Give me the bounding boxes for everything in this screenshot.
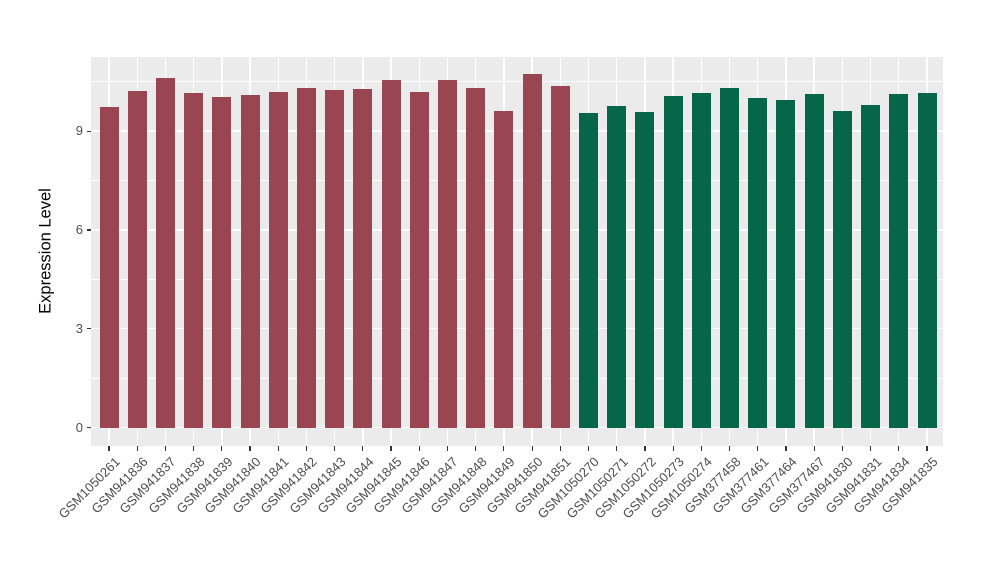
bar-GSM941850 (522, 74, 542, 428)
y-tick-label: 6 (75, 221, 83, 237)
y-gridline-major (91, 130, 943, 132)
x-tick-mark (728, 446, 731, 451)
bar-GSM941831 (861, 104, 881, 428)
bar-GSM1050272 (635, 112, 655, 428)
x-tick-mark (841, 446, 843, 451)
x-tick-mark (164, 446, 166, 451)
bar-GSM941836 (127, 90, 147, 428)
y-axis-title: Expression Level (36, 188, 55, 314)
y-gridline-minor (91, 180, 943, 181)
x-tick-mark (757, 446, 759, 451)
x-tick-mark (277, 446, 279, 451)
bar-GSM377461 (748, 97, 768, 428)
bar-GSM377458 (720, 88, 740, 428)
bar-GSM941841 (268, 91, 288, 428)
x-tick-mark (559, 446, 561, 451)
x-tick-mark (672, 446, 674, 451)
bar-GSM941846 (409, 91, 429, 428)
x-tick-mark (785, 446, 787, 451)
bar-GSM941834 (889, 94, 909, 428)
x-tick-mark (249, 446, 251, 451)
bar-GSM941830 (832, 110, 852, 428)
bar-GSM1050261 (99, 106, 119, 428)
bar-GSM941849 (494, 111, 514, 428)
bar-GSM941845 (381, 80, 401, 428)
x-tick-mark (362, 446, 364, 451)
x-tick-mark (390, 446, 392, 451)
bar-GSM1050274 (691, 93, 711, 428)
x-tick-mark (418, 446, 420, 451)
y-tick-label: 9 (75, 123, 83, 139)
y-gridline-major (91, 229, 943, 231)
x-tick-mark (616, 446, 618, 451)
x-tick-mark (446, 446, 449, 451)
y-tick-mark (86, 426, 91, 429)
y-tick-mark (86, 328, 91, 330)
bar-GSM941835 (917, 93, 937, 428)
bar-GSM1050271 (607, 106, 627, 428)
bar-GSM941840 (240, 94, 260, 428)
bar-GSM941839 (212, 96, 232, 428)
bar-GSM941847 (437, 79, 457, 428)
x-tick-mark (305, 446, 308, 451)
x-tick-mark (926, 446, 928, 451)
x-tick-mark (334, 446, 336, 451)
bar-GSM1050270 (579, 112, 599, 428)
bar-GSM1050273 (663, 95, 683, 428)
bar-GSM377467 (804, 93, 824, 428)
x-tick-mark (869, 446, 872, 451)
bar-GSM941844 (353, 88, 373, 428)
bar-GSM941837 (155, 77, 175, 428)
x-tick-mark (531, 446, 533, 451)
bar-GSM941838 (184, 92, 204, 428)
x-tick-mark (475, 446, 477, 451)
x-tick-mark (813, 446, 815, 451)
y-tick-mark (86, 130, 91, 132)
y-tick-mark (86, 229, 91, 231)
x-tick-mark (587, 446, 590, 451)
x-tick-mark (700, 446, 702, 451)
x-tick-mark (136, 446, 138, 451)
y-gridline-minor (91, 81, 943, 83)
y-gridline-major (91, 426, 943, 429)
x-tick-mark (221, 446, 223, 451)
bar-GSM377464 (776, 100, 796, 428)
bar-GSM941848 (466, 87, 486, 428)
bar-GSM941843 (325, 89, 345, 428)
x-tick-mark (898, 446, 900, 451)
plot-panel (91, 57, 943, 446)
y-gridline-minor (91, 377, 943, 379)
bar-GSM941851 (550, 85, 570, 428)
x-tick-mark (108, 446, 110, 451)
y-tick-label: 0 (75, 419, 83, 435)
bar-GSM941842 (296, 88, 316, 428)
y-gridline-major (91, 327, 943, 330)
x-tick-mark (644, 446, 646, 451)
y-tick-label: 3 (75, 320, 83, 336)
x-tick-mark (193, 446, 195, 451)
y-gridline-minor (91, 278, 943, 280)
x-tick-mark (503, 446, 505, 451)
